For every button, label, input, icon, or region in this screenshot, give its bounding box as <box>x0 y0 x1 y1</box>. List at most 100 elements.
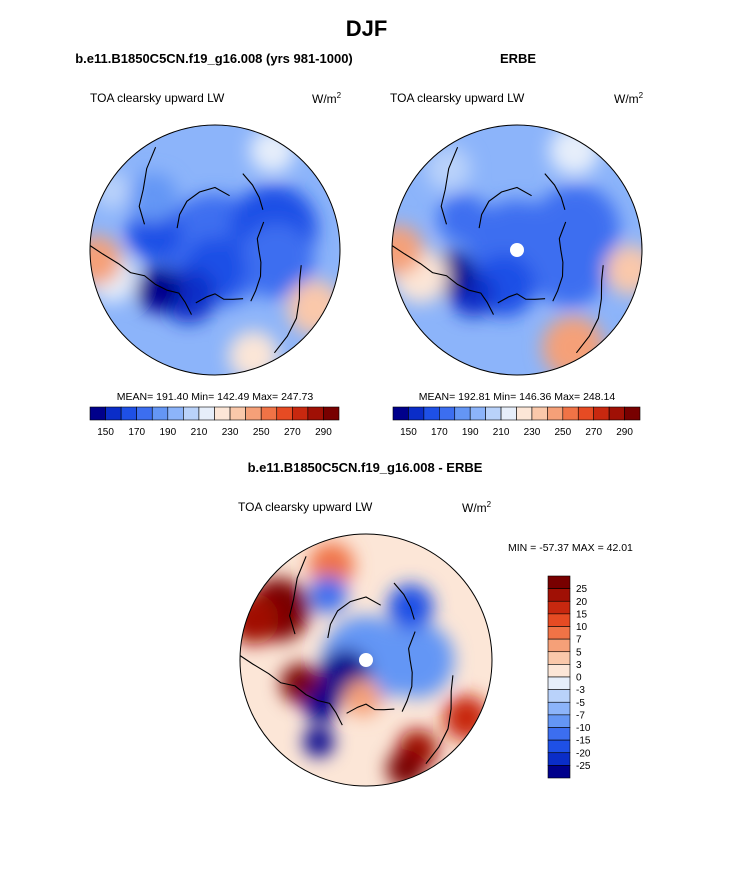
coastline-segment <box>575 265 604 354</box>
coastline-segment <box>242 173 264 210</box>
colorbar-tick-label: -10 <box>576 723 591 734</box>
panel2-units: W/m2 <box>614 91 644 106</box>
coastline-segment <box>401 631 416 712</box>
field-blob <box>605 244 642 295</box>
coastline-segment <box>544 173 566 210</box>
colorbar-tick-label: 150 <box>97 427 114 438</box>
map-outline <box>239 533 493 787</box>
coastline-segment <box>346 703 395 714</box>
colorbar-tick-label: 170 <box>431 427 448 438</box>
coastline-segment <box>440 146 459 225</box>
colorbar-tick-label: -7 <box>576 710 585 721</box>
colorbar-tick-label: -15 <box>576 736 591 747</box>
colorbar-tick-label: -25 <box>576 761 591 772</box>
field-blob <box>308 542 355 588</box>
colorbar-tick-label: 270 <box>585 427 602 438</box>
panel3-subtitle: TOA clearsky upward LW <box>238 500 373 514</box>
colorbar-box <box>547 638 571 653</box>
colorbar-tick-label: 210 <box>191 427 208 438</box>
panel3-title: b.e11.B1850C5CN.f19_g16.008 - ERBE <box>247 460 483 475</box>
colorbar-tick-label: 7 <box>576 635 582 646</box>
coastline-segment <box>176 186 230 229</box>
colorbar-tick-label: 230 <box>524 427 541 438</box>
panel3-stats: MIN = -57.37 MAX = 42.01 <box>508 542 633 554</box>
colorbar-box <box>323 406 340 421</box>
figure-title: DJF <box>345 16 388 41</box>
field-blob <box>303 686 340 723</box>
field-blob <box>532 231 608 307</box>
colorbar-tick-label: 10 <box>576 622 588 633</box>
colorbar-box <box>547 626 571 640</box>
coastline-segment <box>425 675 454 765</box>
colorbar-box <box>547 689 571 703</box>
colorbar-box <box>547 676 571 690</box>
coastline-segment <box>138 146 157 225</box>
coastlines <box>240 556 454 765</box>
coastlines <box>90 146 302 354</box>
coastline-segment <box>393 582 415 620</box>
colorbar-box <box>547 588 571 602</box>
coastline-segment <box>250 221 265 302</box>
colorbar-tick-label: -5 <box>576 698 585 709</box>
field-blob <box>309 575 348 614</box>
colorbar-tick-label: 190 <box>159 427 176 438</box>
colorbar-tick-label: 230 <box>222 427 239 438</box>
colorbar-box <box>547 613 571 627</box>
coastline-segment <box>497 293 546 304</box>
colorbar-box <box>547 714 571 728</box>
field-blob <box>127 206 183 262</box>
coastline-segment <box>478 186 532 229</box>
colorbar-box <box>547 739 571 754</box>
coastline-segment <box>392 245 494 315</box>
colorbar-tick-label: 5 <box>576 647 582 658</box>
colorbar-tick-label: 0 <box>576 673 582 684</box>
map-outline <box>391 124 643 376</box>
colorbar-tick-label: 210 <box>493 427 510 438</box>
colorbar-box <box>547 701 571 716</box>
colorbar-box <box>547 600 571 615</box>
colorbar-tick-label: 250 <box>554 427 571 438</box>
coastline-segment <box>552 221 567 302</box>
panel1-stats: MEAN= 191.40 Min= 142.49 Max= 247.73 <box>116 391 314 403</box>
field-blob <box>378 622 455 698</box>
coastlines <box>392 146 604 354</box>
colorbar-box <box>547 664 571 678</box>
field-blob <box>437 193 488 244</box>
field-blob <box>343 678 382 717</box>
panel2-stats: MEAN= 192.81 Min= 146.36 Max= 248.14 <box>418 391 616 403</box>
map-outline <box>89 124 341 376</box>
colorbar-tick-label: -3 <box>576 685 585 696</box>
colorbar-tick-label: 170 <box>128 427 145 438</box>
colorbar-box <box>547 575 571 589</box>
panel2-title: ERBE <box>499 51 537 66</box>
coastline-segment <box>90 245 192 315</box>
colorbar-tick-label: 290 <box>315 427 332 438</box>
field-layer <box>90 125 340 375</box>
field-blob <box>303 726 334 757</box>
colorbar-box <box>547 765 571 779</box>
coastline-segment <box>327 596 381 639</box>
colorbar-tick-label: 290 <box>616 427 633 438</box>
colorbar-tick-label: 15 <box>576 609 588 620</box>
colorbar-box <box>547 651 571 665</box>
colorbar-tick-label: 3 <box>576 660 582 671</box>
panel1-subtitle: TOA clearsky upward LW <box>90 91 225 105</box>
missing-pole-marker <box>359 653 373 667</box>
colorbar-tick-label: 190 <box>462 427 479 438</box>
colorbar-tick-label: 20 <box>576 597 588 608</box>
colorbar-tick-label: 150 <box>400 427 417 438</box>
colorbar-tick-label: 250 <box>253 427 270 438</box>
panel1-title: b.e11.B1850C5CN.f19_g16.008 (yrs 981-100… <box>75 51 353 66</box>
colorbar-tick-label: 270 <box>284 427 301 438</box>
coastline-segment <box>273 265 302 354</box>
coastline-segment <box>195 293 244 304</box>
colorbar-box <box>547 752 571 766</box>
coastline-segment <box>289 556 307 635</box>
coastline-segment <box>240 655 343 726</box>
